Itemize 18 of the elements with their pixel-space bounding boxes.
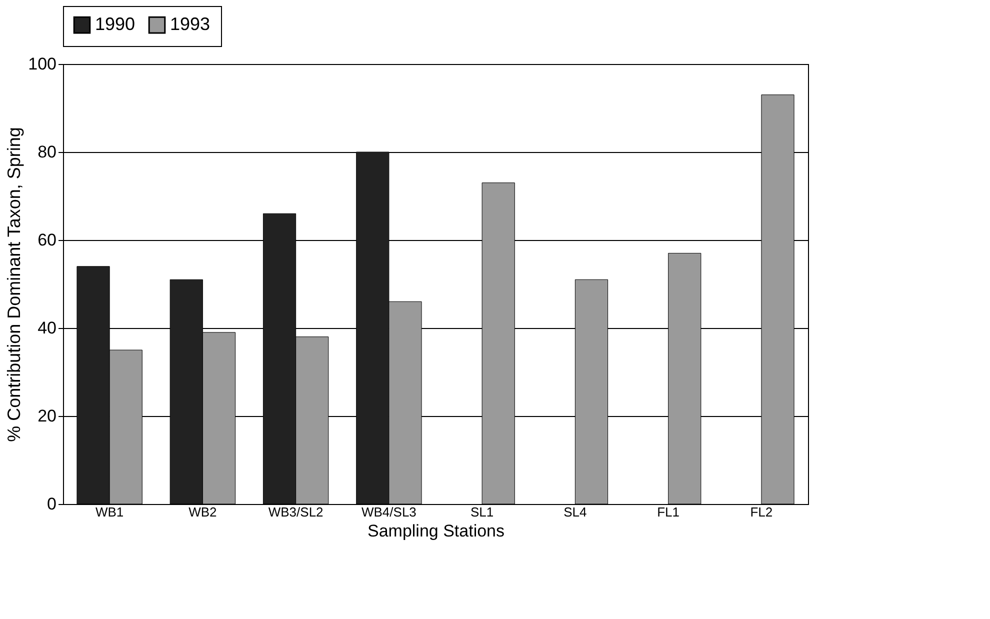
y-tick-label: 100 bbox=[28, 54, 56, 74]
x-tick-label: FL2 bbox=[750, 504, 773, 520]
legend-label: 1993 bbox=[170, 14, 210, 34]
x-tick-label: WB2 bbox=[188, 504, 217, 520]
y-tick-label: 40 bbox=[38, 318, 56, 338]
y-tick-label: 80 bbox=[38, 142, 56, 162]
x-axis-title: Sampling Stations bbox=[367, 522, 505, 540]
y-tick-label: 20 bbox=[38, 406, 56, 426]
y-axis-title: % Contribution Dominant Taxon, Spring bbox=[4, 127, 24, 442]
x-tick-label: SL4 bbox=[564, 504, 587, 520]
legend-label: 1990 bbox=[95, 14, 136, 34]
x-tick-label: WB4/SL3 bbox=[361, 504, 416, 520]
x-tick-label: WB1 bbox=[95, 504, 124, 520]
y-tick-label: 60 bbox=[38, 230, 56, 250]
y-tick-label: 0 bbox=[47, 494, 56, 514]
x-tick-label: WB3/SL2 bbox=[268, 504, 324, 520]
x-tick-label: SL1 bbox=[470, 504, 494, 520]
x-tick-label: FL1 bbox=[657, 504, 680, 520]
